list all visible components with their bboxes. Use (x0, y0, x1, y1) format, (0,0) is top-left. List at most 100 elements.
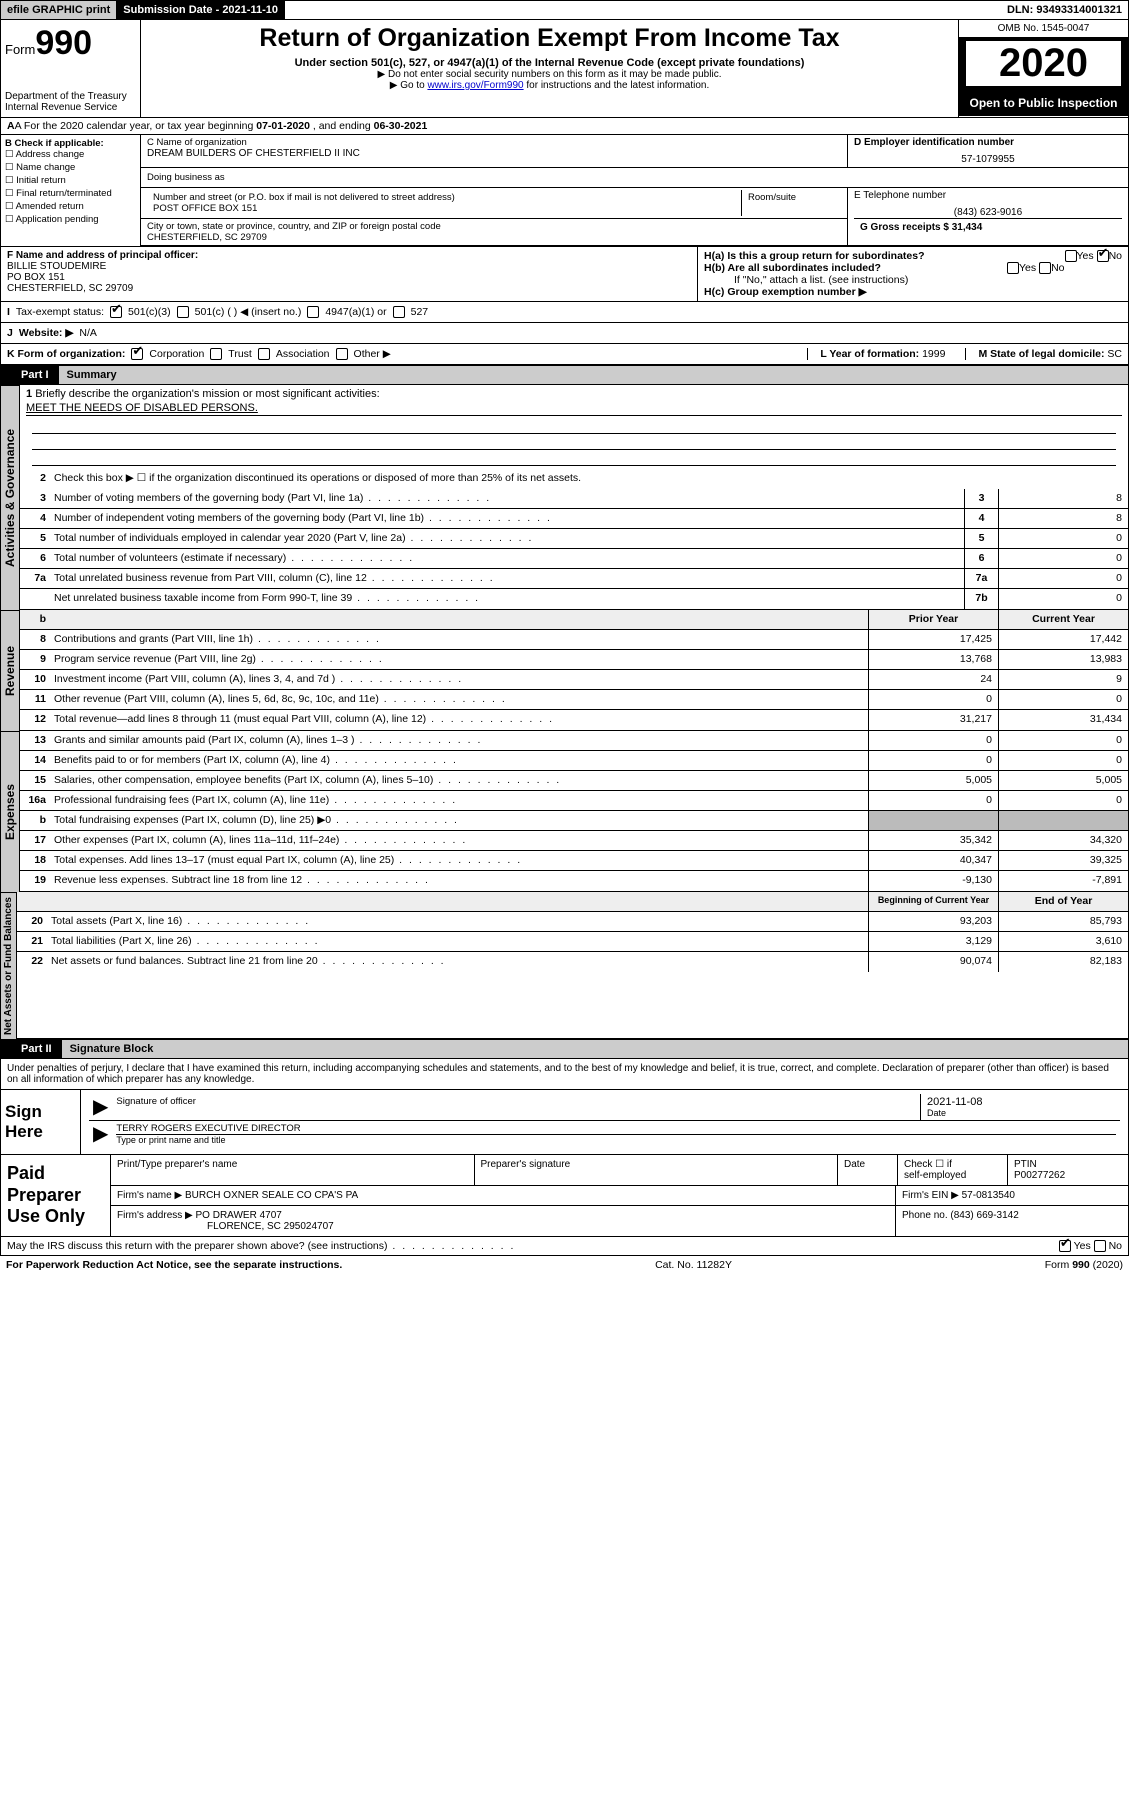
governance-label: Activities & Governance (0, 385, 20, 610)
prep-sig-hdr: Preparer's signature (475, 1155, 839, 1185)
curr-val: 85,793 (998, 912, 1128, 931)
instructions-note: ▶ Go to www.irs.gov/Form990 for instruct… (149, 80, 950, 91)
tax-year: 2020 (963, 38, 1124, 89)
prior-val (868, 811, 998, 830)
curr-val: 0 (998, 751, 1128, 770)
line-desc: Benefits paid to or for members (Part IX… (50, 751, 868, 770)
blank (32, 434, 1116, 450)
line-val: 0 (998, 589, 1128, 609)
gross-receipts-label: G Gross receipts $ (860, 222, 949, 233)
line-desc: Other expenses (Part IX, column (A), lin… (50, 831, 868, 850)
chk-4947[interactable] (307, 306, 319, 318)
net-assets-label: Net Assets or Fund Balances (0, 892, 17, 1039)
ssn-note: ▶ Do not enter social security numbers o… (149, 69, 950, 80)
chk-app-pending[interactable]: ☐ Application pending (5, 214, 136, 225)
chk-501c[interactable] (177, 306, 189, 318)
sig-date: 2021-11-08 (927, 1096, 1114, 1108)
officer-sig-label: Signature of officer (112, 1094, 920, 1120)
form-footer: Form 990 (2020) (1045, 1259, 1123, 1271)
phone-label: E Telephone number (854, 190, 1122, 201)
org-name-label: C Name of organization (147, 137, 841, 148)
chk-527[interactable] (393, 306, 405, 318)
prior-year-hdr: Prior Year (868, 610, 998, 629)
paperwork-notice: For Paperwork Reduction Act Notice, see … (6, 1259, 342, 1271)
prior-val: 0 (868, 751, 998, 770)
year-formation: 1999 (922, 348, 945, 360)
part1-title: Summary (59, 366, 1128, 384)
website-label: Website: ▶ (19, 327, 74, 339)
hc-label: H(c) Group exemption number ▶ (704, 286, 867, 298)
prior-val: 0 (868, 731, 998, 750)
curr-val: 3,610 (998, 932, 1128, 951)
form-org-label: K Form of organization: (7, 348, 125, 360)
phone-value: (843) 623-9016 (854, 207, 1122, 218)
firm-addr2: FLORENCE, SC 295024707 (117, 1221, 334, 1232)
line-desc: Net unrelated business taxable income fr… (50, 589, 964, 609)
prior-val: 0 (868, 690, 998, 709)
line-desc: Salaries, other compensation, employee b… (50, 771, 868, 790)
line-desc: Net assets or fund balances. Subtract li… (47, 952, 868, 972)
chk-initial-return[interactable]: ☐ Initial return (5, 175, 136, 186)
chk-corp[interactable] (131, 348, 143, 360)
date-label: Date (927, 1108, 1114, 1118)
curr-val: 0 (998, 731, 1128, 750)
part2-title: Signature Block (62, 1040, 1128, 1058)
part2-num: Part II (11, 1040, 62, 1058)
mission-text: MEET THE NEEDS OF DISABLED PERSONS. (26, 402, 1122, 416)
discuss-yes[interactable] (1059, 1240, 1071, 1252)
line-val: 8 (998, 509, 1128, 528)
discuss-no[interactable] (1094, 1240, 1106, 1252)
prior-val: 35,342 (868, 831, 998, 850)
mission-label: Briefly describe the organization's miss… (35, 388, 379, 400)
end-year-hdr: End of Year (998, 892, 1128, 911)
prior-val: 93,203 (868, 912, 998, 931)
instructions-link[interactable]: www.irs.gov/Form990 (427, 80, 523, 91)
part1-num: Part I (11, 366, 59, 384)
line-num: 7b (964, 589, 998, 609)
chk-final-return[interactable]: ☐ Final return/terminated (5, 188, 136, 199)
chk-trust[interactable] (210, 348, 222, 360)
curr-val (998, 811, 1128, 830)
prior-val: 3,129 (868, 932, 998, 951)
hb-yes[interactable] (1007, 262, 1019, 274)
curr-val: 9 (998, 670, 1128, 689)
prior-val: 17,425 (868, 630, 998, 649)
line2: Check this box ▶ ☐ if the organization d… (50, 469, 1128, 489)
hb-no[interactable] (1039, 262, 1051, 274)
ein-label: D Employer identification number (854, 137, 1122, 148)
discuss-question: May the IRS discuss this return with the… (7, 1240, 515, 1252)
firm-ein-label: Firm's EIN ▶ (902, 1190, 959, 1201)
arrow-icon: ▶ (89, 1121, 112, 1147)
officer-label: F Name and address of principal officer: (7, 250, 198, 261)
chk-amended[interactable]: ☐ Amended return (5, 201, 136, 212)
self-emp-check[interactable]: Check ☐ if (904, 1159, 952, 1170)
hb-label: H(b) Are all subordinates included? (704, 262, 881, 274)
hb-note: If "No," attach a list. (see instruction… (704, 274, 1122, 286)
line-desc: Total assets (Part X, line 16) (47, 912, 868, 931)
gross-receipts-value: 31,434 (952, 222, 983, 233)
declaration: Under penalties of perjury, I declare th… (0, 1059, 1129, 1090)
line-desc: Total expenses. Add lines 13–17 (must eq… (50, 851, 868, 870)
curr-val: 31,434 (998, 710, 1128, 730)
line-desc: Contributions and grants (Part VIII, lin… (50, 630, 868, 649)
type-label: Type or print name and title (116, 1134, 1116, 1145)
officer-name: BILLIE STOUDEMIRE (7, 261, 106, 272)
expenses-label: Expenses (0, 731, 20, 892)
spacer (285, 7, 1001, 13)
ha-no[interactable] (1097, 250, 1109, 262)
prior-val: -9,130 (868, 871, 998, 891)
prep-phone-label: Phone no. (902, 1210, 948, 1221)
efile-print-button[interactable]: efile GRAPHIC print (1, 1, 117, 19)
chk-name-change[interactable]: ☐ Name change (5, 162, 136, 173)
chk-assoc[interactable] (258, 348, 270, 360)
chk-other[interactable] (336, 348, 348, 360)
chk-address-change[interactable]: ☐ Address change (5, 149, 136, 160)
cat-no: Cat. No. 11282Y (342, 1259, 1044, 1271)
street-value: POST OFFICE BOX 151 (153, 203, 735, 214)
prior-val: 31,217 (868, 710, 998, 730)
irs: Internal Revenue Service (5, 102, 136, 113)
chk-501c3[interactable] (110, 306, 122, 318)
ha-yes[interactable] (1065, 250, 1077, 262)
blank (32, 418, 1116, 434)
prior-val: 0 (868, 791, 998, 810)
